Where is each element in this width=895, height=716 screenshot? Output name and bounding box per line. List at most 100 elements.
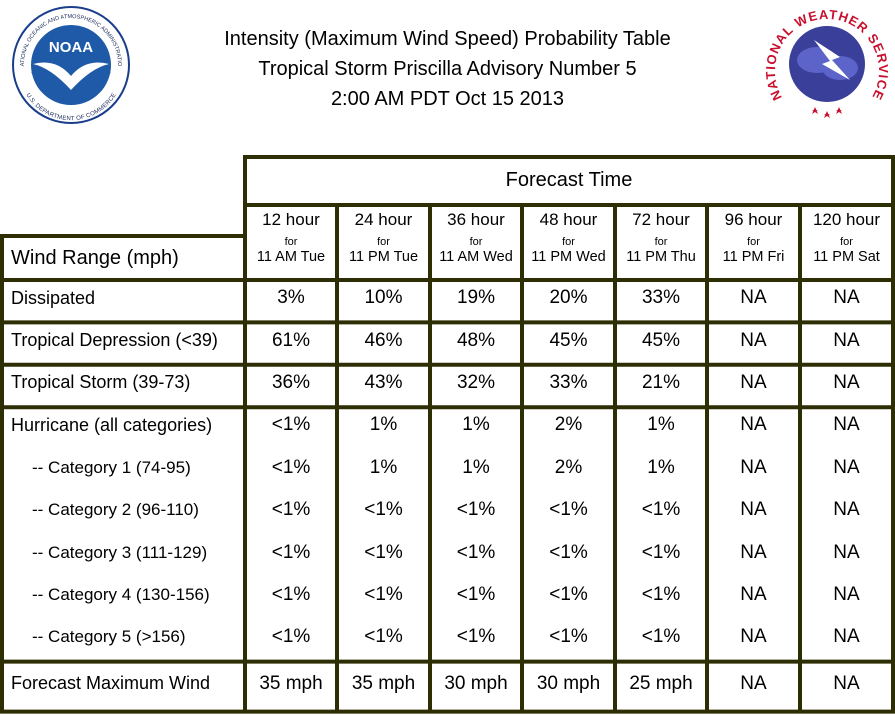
cell-value: 43% <box>364 371 403 393</box>
column-time: 11 PM Sat <box>813 249 880 265</box>
cell-value: 2% <box>554 456 583 478</box>
cell-value: 48% <box>456 329 496 351</box>
cell-value: 1% <box>369 414 398 436</box>
cell-value: 35 mph <box>259 672 323 694</box>
column-for: for <box>377 236 390 248</box>
cell-value: 45% <box>549 329 588 351</box>
column-hours: 12 hour <box>262 210 320 229</box>
cell-value: NA <box>833 329 860 351</box>
cell-value: <1% <box>271 626 311 648</box>
cell-value: 45% <box>641 329 681 351</box>
cell-value: 36% <box>271 371 311 393</box>
cell-value: NA <box>740 329 767 351</box>
cell-value: NA <box>833 456 860 478</box>
column-hours: 120 hour <box>812 210 881 229</box>
row-label: Tropical Depression (<39) <box>11 330 218 351</box>
cell-value: <1% <box>641 499 681 521</box>
cell-value: 1% <box>647 414 675 436</box>
cell-value: 1% <box>462 456 490 478</box>
cell-value: NA <box>740 672 767 694</box>
cell-value: <1% <box>271 583 311 605</box>
cell-value: NA <box>833 371 860 393</box>
row-label: -- Category 5 (>156) <box>32 627 186 647</box>
column-hours: 24 hour <box>354 210 413 229</box>
nws-logo: NATIONAL WEATHER SERVICE <box>763 6 890 122</box>
cell-value: <1% <box>549 499 588 521</box>
cell-value: NA <box>833 672 860 694</box>
row-label: -- Category 2 (96-110) <box>32 500 199 520</box>
cell-value: 20% <box>549 287 588 309</box>
cell-value: NA <box>833 583 860 605</box>
row-label: -- Category 1 (74-95) <box>32 457 191 477</box>
column-time: 11 PM Wed <box>531 249 606 265</box>
cell-value: <1% <box>364 499 403 521</box>
column-time: 11 PM Tue <box>348 249 419 265</box>
cell-value: <1% <box>456 499 496 521</box>
column-for: for <box>654 236 668 248</box>
title-line: Intensity (Maximum Wind Speed) Probabili… <box>224 28 671 50</box>
cell-value: NA <box>833 287 860 309</box>
column-for: for <box>840 236 853 248</box>
cell-value: 1% <box>369 456 398 478</box>
cell-value: <1% <box>364 583 403 605</box>
column-time: 11 PM Thu <box>626 249 696 265</box>
cell-value: NA <box>833 414 860 436</box>
cell-value: 33% <box>549 371 588 393</box>
cell-value: <1% <box>641 626 681 648</box>
cell-value: NA <box>740 626 767 648</box>
cell-value: <1% <box>456 583 496 605</box>
title-line: Tropical Storm Priscilla Advisory Number… <box>258 58 637 80</box>
cell-value: NA <box>740 287 767 309</box>
cell-value: 2% <box>554 414 583 436</box>
row-header: Wind Range (mph) <box>11 246 179 269</box>
column-hours: 36 hour <box>447 210 505 229</box>
column-for: for <box>284 236 298 248</box>
cell-value: <1% <box>364 626 403 648</box>
cell-value: NA <box>740 456 767 478</box>
cell-value: 35 mph <box>351 672 416 694</box>
column-for: for <box>747 236 760 248</box>
group-header: Forecast Time <box>505 168 633 191</box>
column-hours: 48 hour <box>539 210 598 229</box>
cell-value: <1% <box>456 626 496 648</box>
cell-value: <1% <box>549 626 588 648</box>
row-label: Hurricane (all categories) <box>11 414 213 435</box>
cell-value: 1% <box>647 456 675 478</box>
row-label: -- Category 3 (111-129) <box>32 542 208 562</box>
cell-value: <1% <box>549 541 588 563</box>
row-label: Tropical Storm (39-73) <box>11 372 191 393</box>
cell-value: 21% <box>641 371 681 393</box>
cell-value: NA <box>740 541 767 563</box>
cell-value: <1% <box>271 414 311 436</box>
cell-value: <1% <box>271 499 311 521</box>
column-hours: 72 hour <box>632 210 690 229</box>
cell-value: NA <box>740 414 767 436</box>
cell-value: <1% <box>641 541 681 563</box>
cell-value: <1% <box>364 541 403 563</box>
row-label: -- Category 4 (130-156) <box>32 584 210 604</box>
noaa-logo: NOAA NATIONAL OCEANIC AND ATMOSPHERIC AD… <box>6 0 130 124</box>
cell-value: 30 mph <box>444 672 508 694</box>
column-time: 11 PM Fri <box>722 249 785 265</box>
cell-value: 10% <box>364 287 403 309</box>
cell-value: 3% <box>277 287 305 309</box>
cell-value: 46% <box>364 329 403 351</box>
title-line: 2:00 AM PDT Oct 15 2013 <box>330 88 565 110</box>
cell-value: NA <box>740 371 767 393</box>
cell-value: <1% <box>549 583 588 605</box>
cell-value: 61% <box>271 329 311 351</box>
cell-value: NA <box>833 541 860 563</box>
cell-value: NA <box>833 499 860 521</box>
cell-value: <1% <box>456 541 496 563</box>
row-label: Dissipated <box>11 287 96 308</box>
cell-value: 25 mph <box>629 672 693 694</box>
row-label: Forecast Maximum Wind <box>11 673 211 694</box>
column-time: 11 AM Tue <box>256 249 326 265</box>
column-for: for <box>469 236 483 248</box>
cell-value: 19% <box>456 287 496 309</box>
column-for: for <box>562 236 575 248</box>
column-hours: 96 hour <box>724 210 783 229</box>
cell-value: 32% <box>456 371 496 393</box>
